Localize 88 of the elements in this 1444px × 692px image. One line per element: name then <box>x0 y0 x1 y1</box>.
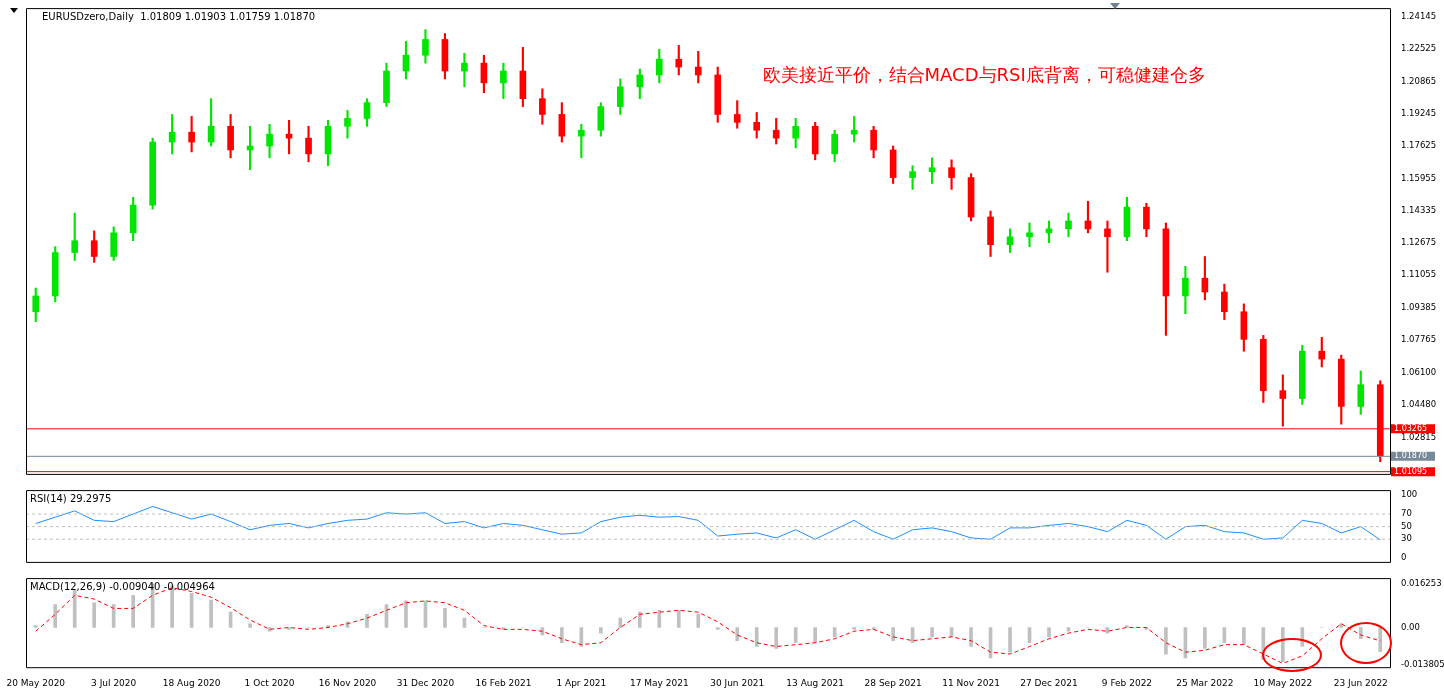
bar <box>1047 627 1051 638</box>
y-tick-label: 1.07765 <box>1401 334 1437 345</box>
y-tick-label: 1.17625 <box>1401 139 1437 150</box>
bar <box>404 600 408 628</box>
y-tick-label: 100 <box>1401 489 1418 500</box>
bar <box>1164 627 1168 655</box>
y-tick-label: 0.016253 <box>1401 578 1442 589</box>
x-tick-label: 23 Jun 2022 <box>1333 677 1388 688</box>
bar <box>1066 627 1071 632</box>
bar <box>1125 625 1129 628</box>
x-tick-label: 18 Aug 2020 <box>162 677 221 688</box>
x-tick-label: 31 Dec 2020 <box>396 677 455 688</box>
x-tick-label: 16 Feb 2021 <box>475 677 532 688</box>
bar <box>969 627 973 647</box>
y-tick-label: 50 <box>1401 520 1412 531</box>
y-tick-label: 1.04480 <box>1401 399 1437 410</box>
x-tick-label: 3 Jul 2020 <box>91 677 137 688</box>
bar <box>930 627 934 638</box>
y-tick-label: 0 <box>1401 552 1407 563</box>
y-tick-label: 1.02815 <box>1401 431 1437 442</box>
x-tick-label: 16 Nov 2020 <box>318 677 377 688</box>
bar <box>209 599 213 628</box>
bar <box>599 627 603 634</box>
x-tick-label: 17 May 2021 <box>629 677 689 688</box>
x-tick-label: 1 Apr 2021 <box>556 677 607 688</box>
x-tick-label: 25 Mar 2022 <box>1176 677 1234 688</box>
bar <box>715 627 720 630</box>
bar <box>1242 627 1246 645</box>
bar <box>696 614 701 628</box>
y-tick-label: 1.20865 <box>1401 75 1437 86</box>
bar <box>365 614 369 628</box>
y-tick-label: 1.06100 <box>1401 367 1437 378</box>
y-tick-label: 70 <box>1401 508 1412 519</box>
bar <box>53 604 58 628</box>
bar <box>657 609 662 628</box>
ref-line-label: 1.01870 <box>1394 451 1428 461</box>
y-tick-label: 1.11055 <box>1401 269 1437 280</box>
y-tick-label: 1.12675 <box>1401 237 1437 248</box>
x-tick-label: 9 Feb 2022 <box>1101 677 1153 688</box>
bar <box>1358 627 1363 640</box>
x-tick-label: 10 May 2022 <box>1253 677 1313 688</box>
x-tick-label: 27 Dec 2021 <box>1020 677 1078 688</box>
y-tick-label: 1.19245 <box>1401 107 1437 118</box>
y-tick-label: 1.09385 <box>1401 302 1437 313</box>
bar <box>676 609 681 628</box>
bar <box>852 627 856 630</box>
chart-title: RSI(14) 29.2975 <box>30 492 112 504</box>
y-tick-label: 0.00 <box>1401 621 1420 632</box>
bar <box>287 627 291 630</box>
bar <box>1008 627 1012 653</box>
bar <box>33 625 38 628</box>
bar <box>443 608 447 628</box>
ref-line-label: 1.03265 <box>1394 423 1428 433</box>
y-tick-label: -0.013805 <box>1401 658 1444 669</box>
bar <box>1378 627 1383 652</box>
bar <box>774 627 779 649</box>
bar <box>735 627 740 641</box>
chart-title: EURUSDzero,Daily 1.01809 1.01903 1.01759 1.01870 <box>42 10 316 22</box>
bar <box>560 627 564 644</box>
bar <box>111 604 116 628</box>
bar <box>618 617 623 628</box>
y-tick-label: 1.24145 <box>1401 11 1437 22</box>
bar <box>637 611 642 628</box>
annotation: 欧美接近平价，结合MACD与RSI底背离，可稳健建仓多 <box>762 63 1206 85</box>
bar <box>1203 627 1207 649</box>
bar <box>754 627 759 647</box>
x-tick-label: 28 Sep 2021 <box>864 677 922 688</box>
chart-title: MACD(12,26,9) -0.009040 -0.004964 <box>30 580 215 592</box>
bar <box>248 623 252 628</box>
bar <box>92 602 97 628</box>
y-tick-label: 1.14335 <box>1401 204 1437 215</box>
bar <box>131 594 135 628</box>
bar <box>813 627 817 644</box>
y-tick-label: 30 <box>1401 533 1412 544</box>
x-tick-label: 1 Oct 2020 <box>244 677 295 688</box>
bar <box>793 627 798 644</box>
bar <box>72 590 77 628</box>
bar <box>1281 627 1285 662</box>
x-tick-label: 30 Jun 2021 <box>710 677 765 688</box>
x-tick-label: 20 May 2020 <box>6 677 66 688</box>
bar <box>1339 623 1344 628</box>
bar <box>891 627 895 641</box>
x-tick-label: 13 Aug 2021 <box>786 677 844 688</box>
y-tick-label: 1.22525 <box>1401 43 1437 54</box>
y-tick-label: 1.15955 <box>1401 172 1437 183</box>
ref-line-label: 1.01095 <box>1394 466 1428 476</box>
x-tick-label: 11 Nov 2021 <box>942 677 1000 688</box>
bar <box>1300 627 1305 647</box>
